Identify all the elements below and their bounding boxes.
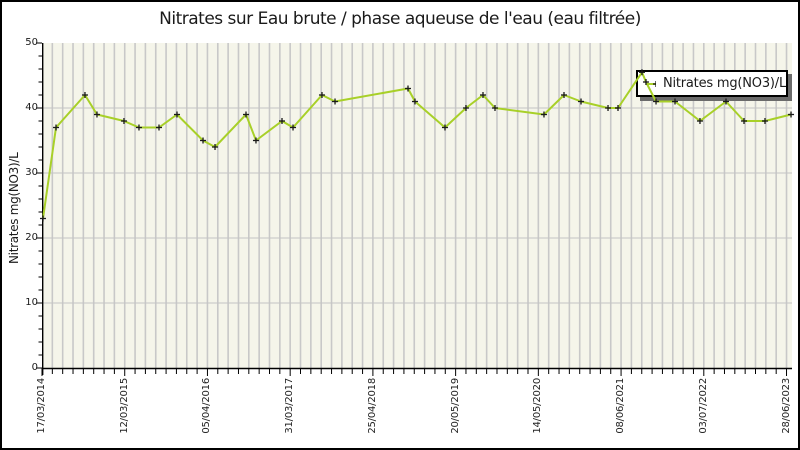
y-tick-label: 20 — [25, 232, 38, 243]
legend-box: Nitrates mg(NO3)/L — [636, 70, 788, 97]
x-tick-label: 20/05/2019 — [449, 378, 461, 434]
y-tick-label: 40 — [25, 102, 38, 113]
x-tick-label: 12/03/2015 — [118, 378, 130, 434]
x-tick-label: 31/03/2017 — [284, 378, 296, 434]
y-tick-label: 50 — [25, 37, 38, 48]
legend-marker-icon — [647, 80, 656, 87]
x-tick-label: 17/03/2014 — [36, 378, 47, 434]
chart-title: Nitrates sur Eau brute / phase aqueuse d… — [159, 9, 641, 29]
x-tick-label: 28/06/2023 — [780, 378, 792, 434]
x-tick-label: 05/04/2016 — [201, 378, 213, 434]
y-tick-label: 0 — [31, 362, 38, 373]
x-tick-label: 14/05/2020 — [532, 378, 544, 434]
x-tick-label: 03/07/2022 — [697, 378, 709, 434]
y-tick-label: 30 — [25, 167, 38, 178]
x-tick-label: 08/06/2021 — [615, 378, 627, 434]
y-tick-label: 10 — [25, 297, 38, 308]
x-tick-label: 25/04/2018 — [366, 378, 378, 434]
legend-series-label: Nitrates mg(NO3)/L — [662, 76, 786, 91]
